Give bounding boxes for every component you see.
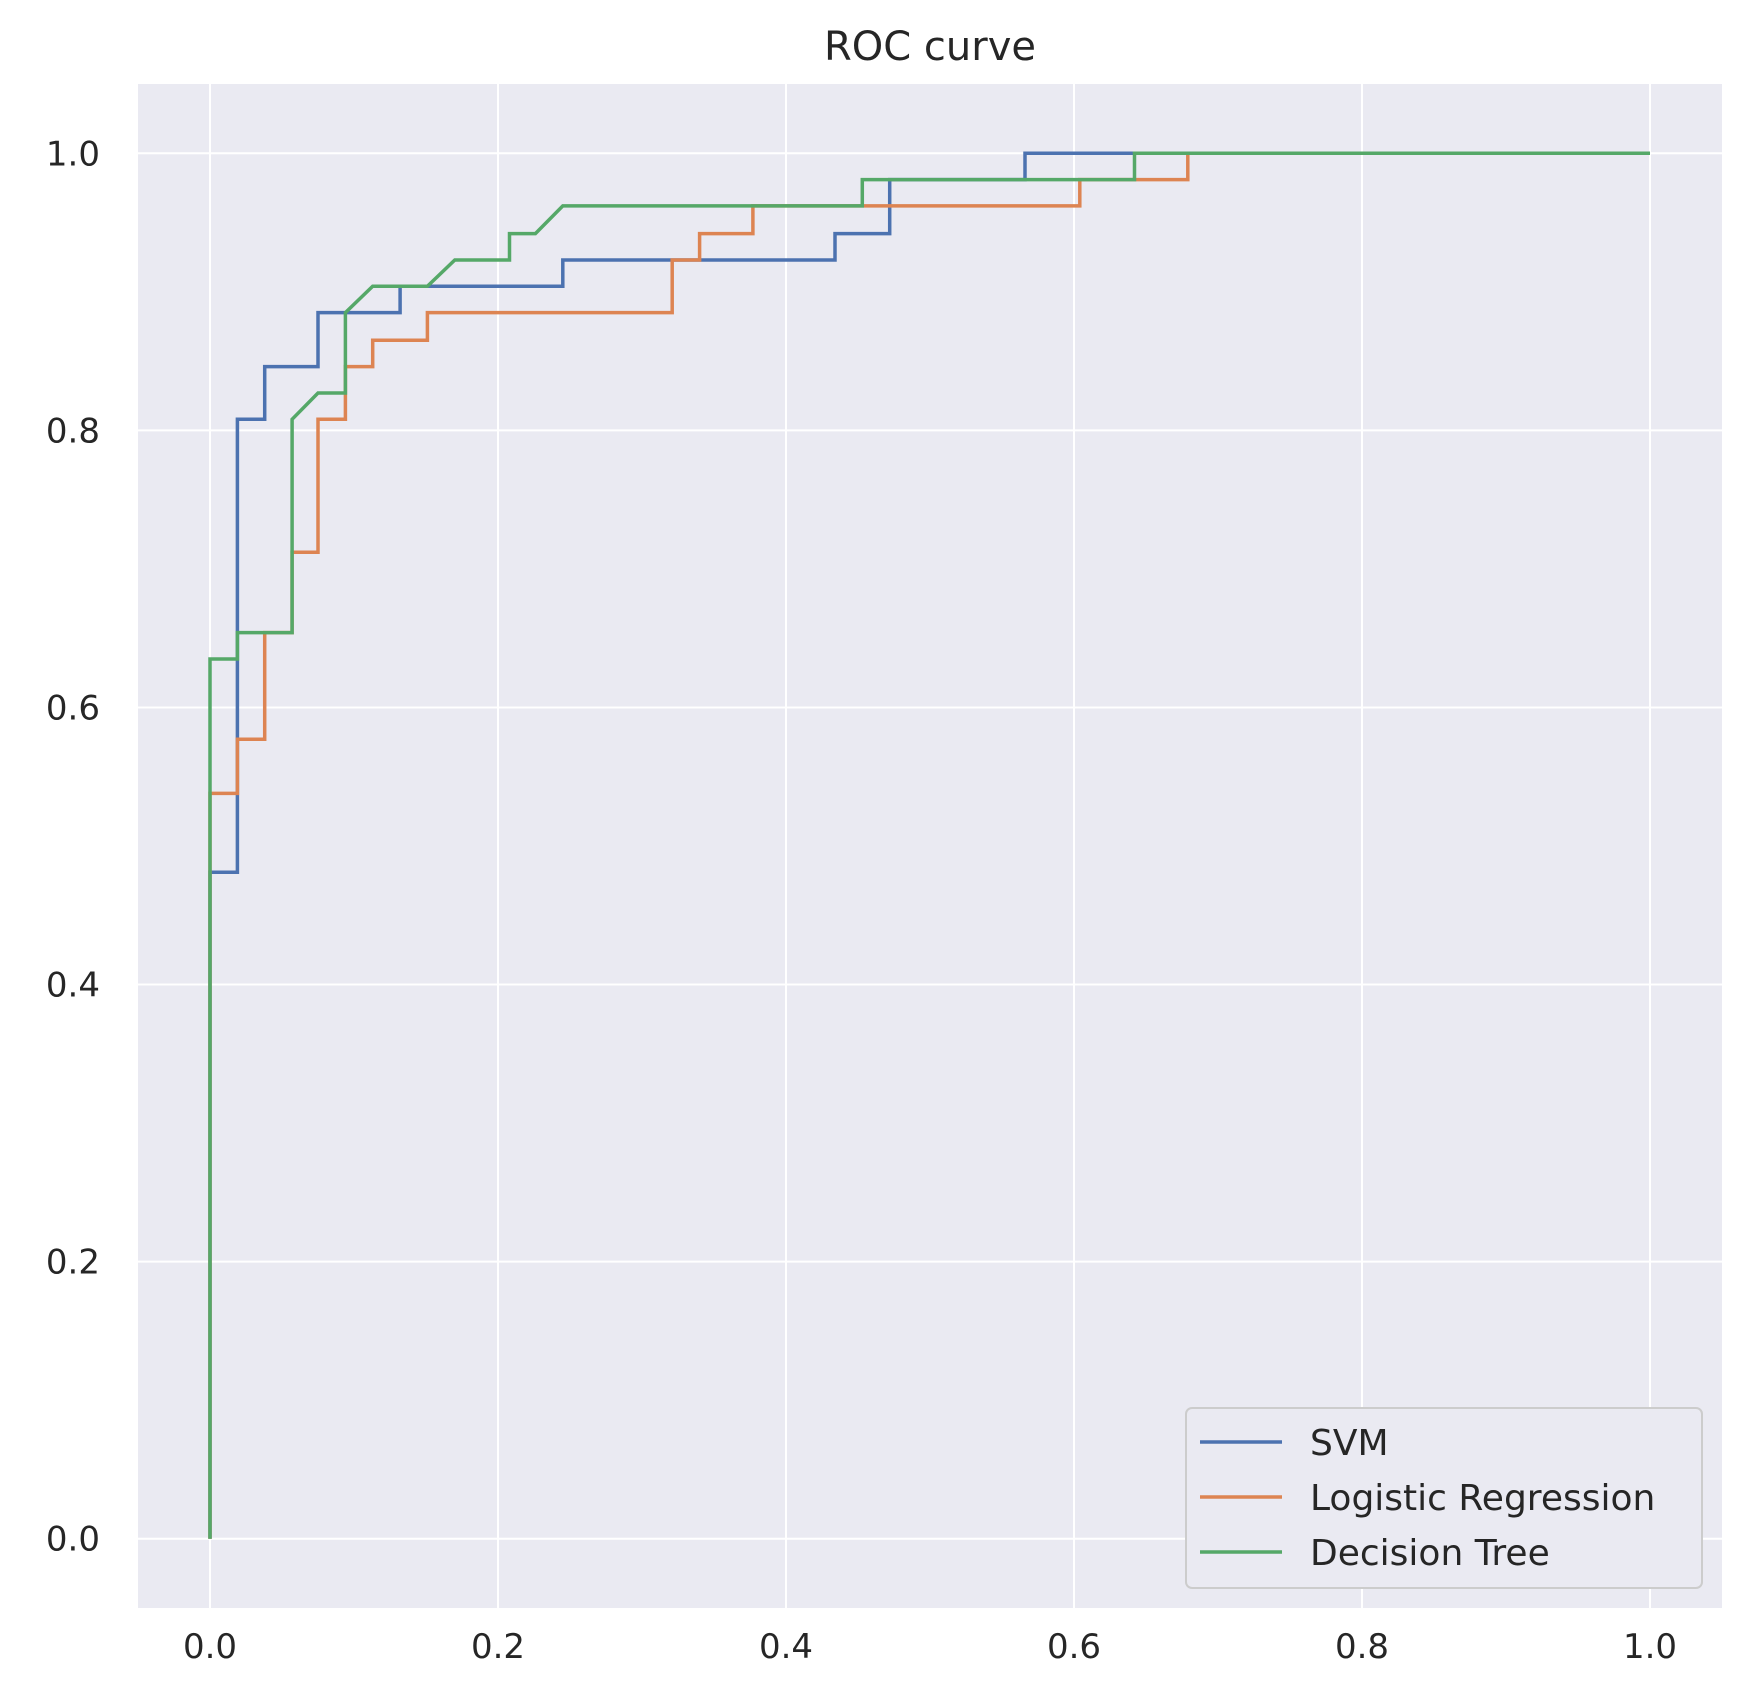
x-tick-label: 0.8 (1335, 1627, 1389, 1667)
y-tick-label: 0.4 (46, 966, 100, 1006)
y-tick-label: 0.2 (46, 1243, 100, 1283)
x-tick-labels: 0.0 0.2 0.4 0.6 0.8 1.0 (183, 1627, 1677, 1667)
x-tick-label: 1.0 (1623, 1627, 1677, 1667)
legend-box (1185, 1407, 1703, 1589)
x-tick-label: 0.0 (183, 1627, 237, 1667)
y-tick-labels: 0.0 0.2 0.4 0.6 0.8 1.0 (46, 134, 100, 1559)
y-tick-label: 0.6 (46, 688, 100, 728)
series-lines (208, 151, 1650, 1539)
x-tick-label: 0.2 (471, 1627, 525, 1667)
series-line-logistic-regression (208, 151, 1650, 1539)
legend-label-logistic-regression: Logistic Regression (1310, 1478, 1655, 1519)
y-tick-label: 0.0 (46, 1520, 100, 1560)
plot-area (138, 84, 1722, 1608)
legend-label-svm: SVM (1310, 1423, 1389, 1464)
x-tick-label: 0.6 (1047, 1627, 1101, 1667)
series-line-decision-tree (208, 151, 1650, 1539)
chart-title: ROC curve (824, 24, 1036, 70)
x-tick-label: 0.4 (759, 1627, 813, 1667)
legend-label-decision-tree: Decision Tree (1310, 1533, 1550, 1574)
y-tick-label: 1.0 (46, 134, 100, 174)
legend[interactable]: SVM Logistic Regression Decision Tree (1185, 1407, 1703, 1589)
y-tick-label: 0.8 (46, 411, 100, 451)
